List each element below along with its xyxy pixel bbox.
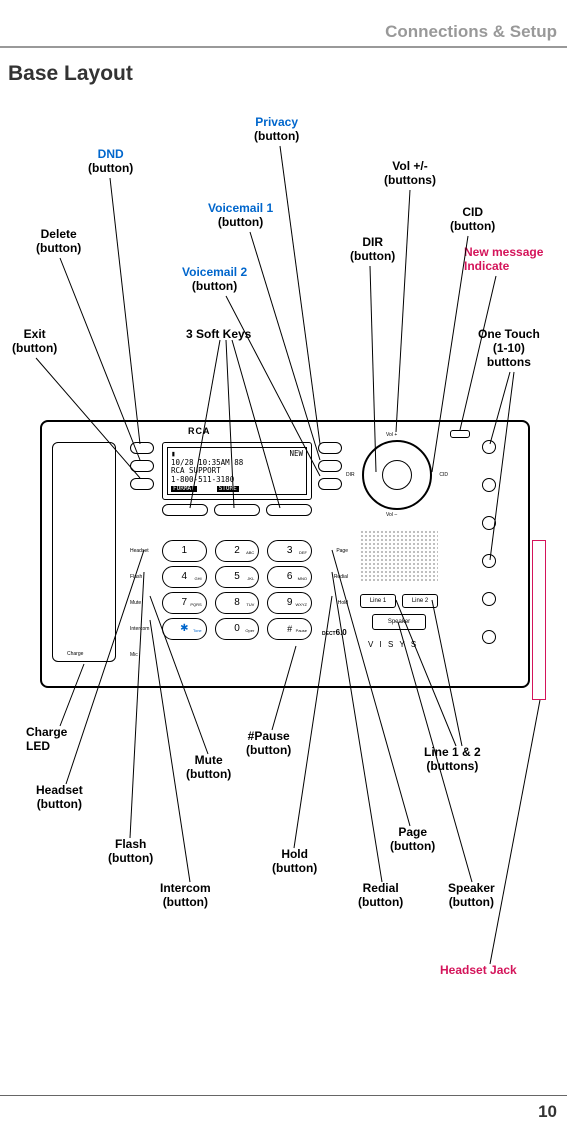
line1-button[interactable]: Line 1 (360, 594, 396, 608)
page-title: Base Layout (8, 62, 133, 86)
exit-button[interactable] (130, 478, 154, 490)
nav-dial-center[interactable] (382, 460, 412, 490)
softkey-3[interactable] (266, 504, 312, 516)
soft-keys (162, 504, 312, 518)
voicemail1-button[interactable] (318, 460, 342, 472)
ann-dnd: DND(button) (88, 148, 133, 176)
key-0[interactable]: 0Oper (215, 618, 260, 640)
speaker-button[interactable]: Speaker (372, 614, 426, 630)
key-hash[interactable]: #Pause (267, 618, 312, 640)
dect-label: DECT6.0 (322, 628, 347, 637)
onetouch-3[interactable] (482, 516, 496, 530)
lcd-inner: ▮NEW 10/28 10:35AM 88 RCA SUPPORT 1-800-… (167, 447, 307, 495)
ann-cid: CID(button) (450, 206, 495, 234)
page-number: 10 (538, 1102, 557, 1122)
hold-label: Hold (320, 592, 348, 614)
ann-vm1: Voicemail 1(button) (208, 202, 273, 230)
ann-hold: Hold(button) (272, 848, 317, 876)
key-1[interactable]: 1 (162, 540, 207, 562)
ann-softkeys: 3 Soft Keys (186, 328, 251, 342)
keypad: 1 2ABC 3DEF 4GHI 5JKL 6MNO 7PQRS 8TUV 9W… (162, 540, 312, 640)
ann-exit: Exit(button) (12, 328, 57, 356)
charge-label: Charge (67, 651, 83, 657)
lcd-new: NEW (289, 450, 303, 459)
flash-label: Flash (130, 566, 156, 588)
ann-pause: #Pause(button) (246, 730, 291, 758)
lcd-soft-r: STORE (217, 486, 239, 493)
ann-newmsg: New messageIndicate (464, 246, 543, 274)
phone-base: RCA Charge ▮NEW 10/28 10:35AM 88 RCA SUP… (40, 420, 530, 688)
ann-page: Page(button) (390, 826, 435, 854)
keypad-left-labels: Headset Flash Mute Intercom Mic (130, 540, 156, 670)
key-8[interactable]: 8TUV (215, 592, 260, 614)
ann-hjack: Headset Jack (440, 964, 517, 978)
delete-button[interactable] (130, 460, 154, 472)
one-touch-column (482, 440, 496, 668)
ann-headset: Headset(button) (36, 784, 83, 812)
privacy-button[interactable] (318, 442, 342, 454)
mic-label: Mic (130, 644, 156, 666)
ann-vol: Vol +/-(buttons) (384, 160, 436, 188)
left-button-column (130, 442, 156, 496)
footer-rule (0, 1095, 567, 1096)
lcd-screen: ▮NEW 10/28 10:35AM 88 RCA SUPPORT 1-800-… (162, 442, 312, 500)
lcd-line3: 1-800-511-3180 (171, 476, 303, 485)
dial-vol-up: Vol + (386, 432, 397, 438)
ann-charge: ChargeLED (26, 726, 67, 754)
onetouch-2[interactable] (482, 478, 496, 492)
key-star[interactable]: ✱Tone (162, 618, 207, 640)
ann-intercom: Intercom(button) (160, 882, 211, 910)
voicemail2-button[interactable] (318, 478, 342, 490)
section-header: Connections & Setup (385, 22, 567, 42)
handset-cradle: Charge (52, 442, 116, 662)
ann-onetouch: One Touch(1-10)buttons (478, 328, 540, 369)
key-9[interactable]: 9WXYZ (267, 592, 312, 614)
onetouch-4[interactable] (482, 554, 496, 568)
onetouch-5[interactable] (482, 592, 496, 606)
line2-button[interactable]: Line 2 (402, 594, 438, 608)
softkey-2[interactable] (214, 504, 260, 516)
ann-privacy: Privacy(button) (254, 116, 299, 144)
key-6[interactable]: 6MNO (267, 566, 312, 588)
ann-dir: DIR(button) (350, 236, 395, 264)
headset-label: Headset (130, 540, 156, 562)
key-7[interactable]: 7PQRS (162, 592, 207, 614)
dnd-button[interactable] (130, 442, 154, 454)
headset-jack-outline (532, 540, 546, 700)
key-2[interactable]: 2ABC (215, 540, 260, 562)
page-label: Page (320, 540, 348, 562)
line-buttons: Line 1 Line 2 (360, 594, 438, 608)
redial-label: Redial (320, 566, 348, 588)
intercom-label: Intercom (130, 618, 156, 640)
dial-vol-down: Vol – (386, 512, 397, 518)
ann-redial: Redial(button) (358, 882, 403, 910)
ann-line12: Line 1 & 2(buttons) (424, 746, 481, 774)
softkey-1[interactable] (162, 504, 208, 516)
speaker-grille (360, 530, 438, 582)
ann-speaker: Speaker(button) (448, 882, 495, 910)
lcd-soft-l: FORMAT (171, 486, 197, 493)
dial-dir: DIR (346, 472, 355, 478)
right-button-column (318, 442, 348, 496)
header-rule (0, 46, 567, 48)
ann-vm2: Voicemail 2(button) (182, 266, 247, 294)
onetouch-1[interactable] (482, 440, 496, 454)
key-5[interactable]: 5JKL (215, 566, 260, 588)
mute-label: Mute (130, 592, 156, 614)
ann-flash: Flash(button) (108, 838, 153, 866)
ann-mute: Mute(button) (186, 754, 231, 782)
key-4[interactable]: 4GHI (162, 566, 207, 588)
keypad-right-labels: Page Redial Hold (320, 540, 348, 618)
nav-dial[interactable]: Vol + Vol – DIR CID (362, 440, 432, 510)
onetouch-6[interactable] (482, 630, 496, 644)
ann-delete: Delete(button) (36, 228, 81, 256)
brand-label: RCA (188, 426, 211, 436)
key-3[interactable]: 3DEF (267, 540, 312, 562)
visys-label: V I S Y S (368, 640, 418, 649)
new-msg-led (450, 430, 470, 438)
dial-cid: CID (439, 472, 448, 478)
